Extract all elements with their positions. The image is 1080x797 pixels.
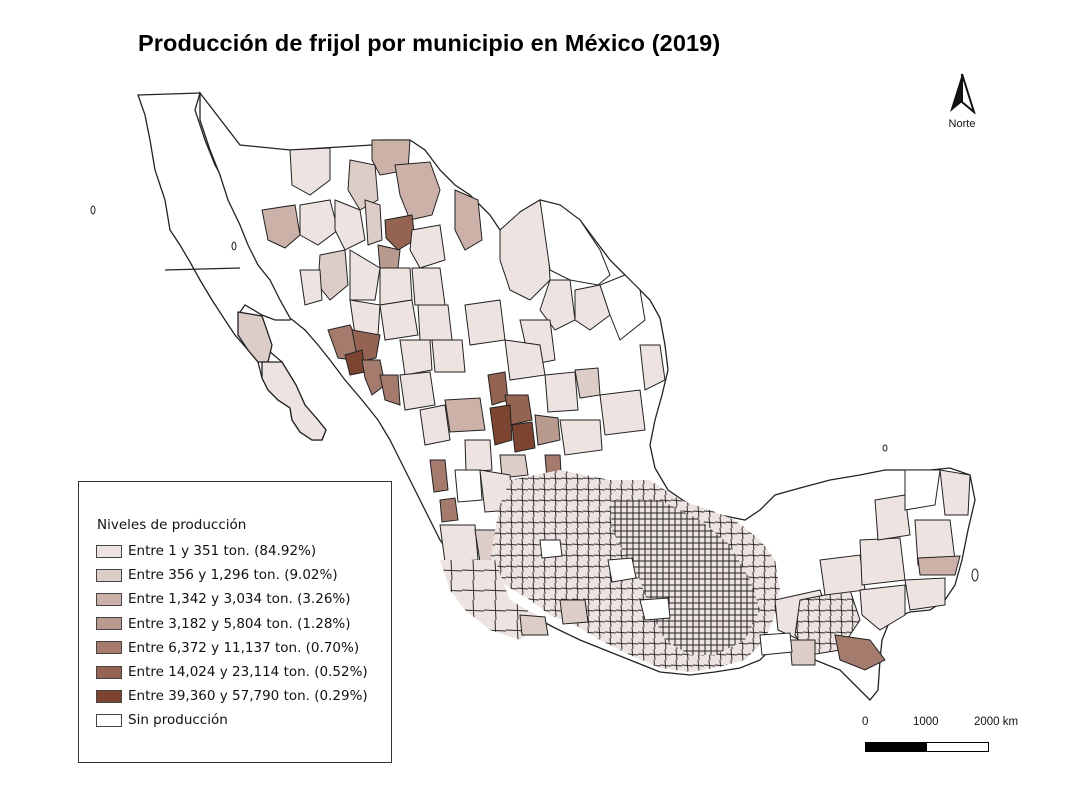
legend-item: Sin producción (96, 708, 368, 732)
legend-swatch (96, 544, 122, 558)
legend-swatch (96, 617, 122, 631)
scale-label-0: 0 (862, 716, 869, 728)
sinaloa-municipios (327, 324, 466, 411)
legend-label: Entre 1 y 351 ton. (84.92%) (128, 543, 317, 560)
map-legend: Niveles de producción Entre 1 y 351 ton.… (78, 481, 392, 763)
legend-swatch (96, 641, 122, 655)
legend-label: Entre 1,342 y 3,034 ton. (3.26%) (128, 591, 351, 608)
scale-bar: 0 1000 2000 km (858, 716, 1018, 756)
legend-swatch (96, 568, 122, 582)
legend-items: Entre 1 y 351 ton. (84.92%) Entre 356 y … (96, 539, 368, 733)
legend-label: Entre 6,372 y 11,137 ton. (0.70%) (128, 639, 360, 656)
legend-title: Niveles de producción (97, 517, 247, 533)
legend-item: Entre 14,024 y 23,114 ton. (0.52%) (96, 660, 368, 684)
sonora-chihuahua-municipios (261, 139, 483, 341)
north-label: Norte (948, 118, 976, 130)
legend-swatch (96, 713, 122, 727)
legend-swatch (96, 592, 122, 606)
legend-swatch (96, 665, 122, 679)
baja-california-peninsula (137, 92, 327, 441)
scale-segment-white (927, 743, 988, 751)
legend-label: Entre 39,360 y 57,790 ton. (0.29%) (128, 688, 368, 705)
northeast-municipios (464, 199, 666, 436)
legend-item: Entre 1,342 y 3,034 ton. (3.26%) (96, 587, 368, 611)
scale-label-2000: 2000 km (974, 716, 1019, 728)
legend-label: Entre 356 y 1,296 ton. (9.02%) (128, 567, 338, 584)
southeast-municipios (759, 469, 971, 671)
bajio-high-production-cluster (419, 371, 603, 493)
scale-segment-black (866, 743, 927, 751)
legend-item: Entre 3,182 y 5,804 ton. (1.28%) (96, 612, 368, 636)
legend-item: Entre 39,360 y 57,790 ton. (0.29%) (96, 684, 368, 708)
legend-label: Sin producción (128, 712, 228, 729)
scale-labels: 0 1000 2000 km (858, 716, 1018, 732)
legend-item: Entre 1 y 351 ton. (84.92%) (96, 539, 368, 563)
scale-bar-graphic (865, 742, 989, 752)
legend-swatch (96, 689, 122, 703)
legend-item: Entre 6,372 y 11,137 ton. (0.70%) (96, 636, 368, 660)
map-title: Producción de frijol por municipio en Mé… (138, 30, 721, 56)
legend-label: Entre 3,182 y 5,804 ton. (1.28%) (128, 615, 351, 632)
legend-label: Entre 14,024 y 23,114 ton. (0.52%) (128, 664, 368, 681)
central-dense-municipios (440, 470, 780, 672)
islands (90, 205, 979, 582)
north-arrow-icon (950, 73, 976, 114)
scale-label-1000: 1000 (913, 716, 939, 728)
legend-item: Entre 356 y 1,296 ton. (9.02%) (96, 563, 368, 587)
north-arrow: Norte (938, 72, 986, 130)
